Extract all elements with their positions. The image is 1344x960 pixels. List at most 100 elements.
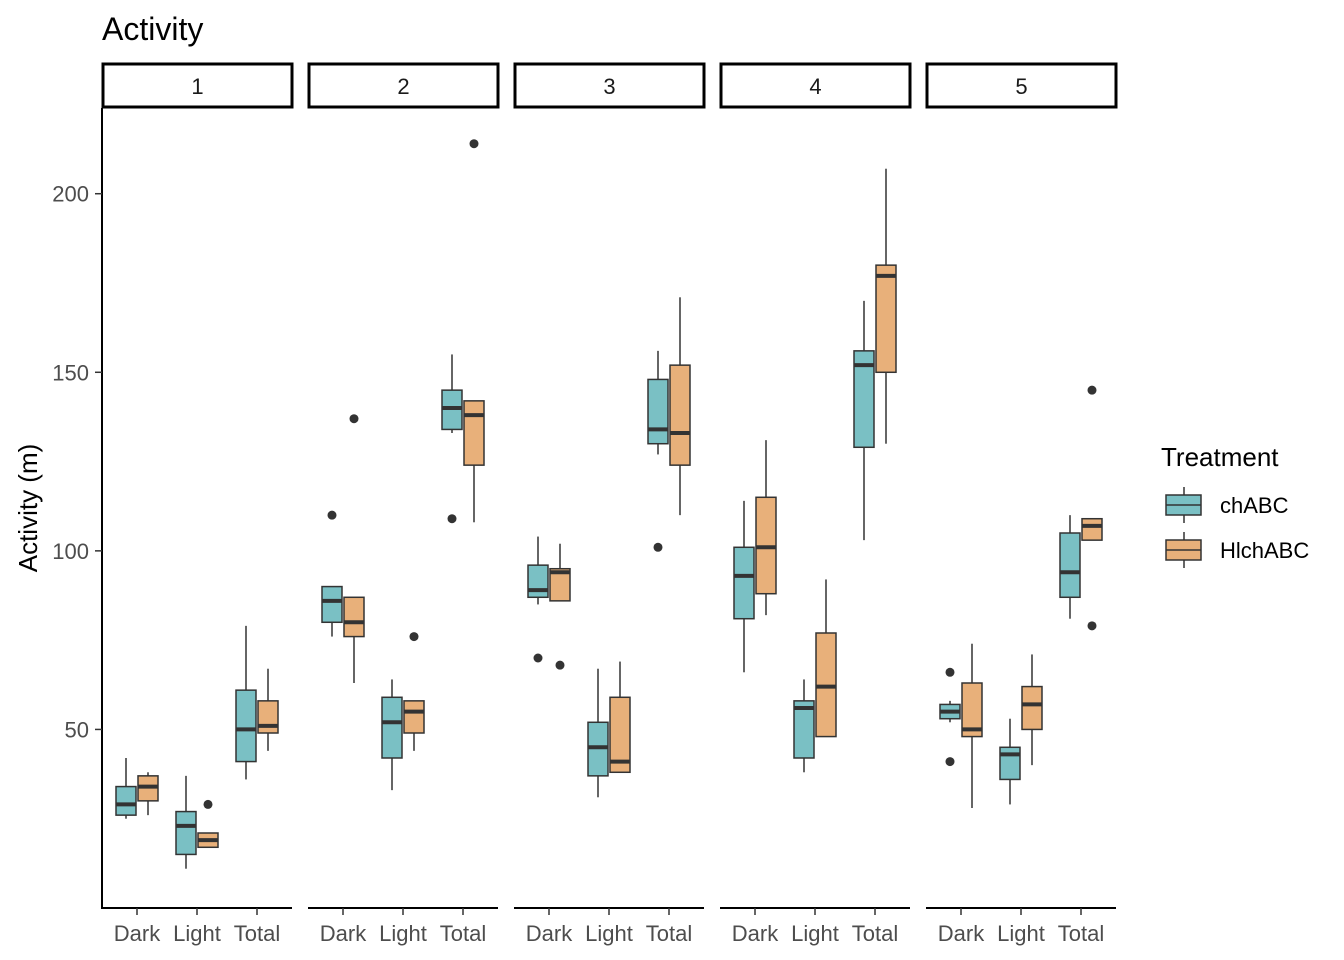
boxplot-HlchABC	[403, 632, 425, 751]
facet-panels: 1 Dark Light Total 2 Dark Light Total 3 Dark Light…	[101, 62, 1118, 946]
outlier-point	[447, 514, 457, 524]
y-tick-label: 150	[52, 360, 89, 385]
box	[793, 700, 815, 759]
boxplot-HlchABC	[609, 661, 631, 774]
boxplot-HlchABC	[755, 440, 777, 616]
y-tick-label: 100	[52, 539, 89, 564]
boxplot-HlchABC	[197, 799, 219, 849]
boxplot-chABC	[381, 679, 403, 791]
boxplot-HlchABC	[343, 414, 365, 683]
boxplot-chABC	[999, 718, 1021, 805]
boxplot-chABC	[939, 667, 961, 767]
facet-panel-2: 2 Dark Light Total	[307, 62, 500, 946]
boxplot-HlchABC	[875, 168, 897, 444]
box	[235, 689, 257, 763]
x-tick-label: Total	[234, 921, 280, 946]
facet-panel-4: 4 Dark Light Total	[719, 62, 912, 946]
facet-panel-3: 3 Dark Light Total	[513, 62, 706, 946]
legend-title: Treatment	[1161, 442, 1279, 472]
outlier-point	[945, 667, 955, 677]
legend-entry-HlchABC: HlchABC	[1165, 532, 1309, 568]
boxplot-HlchABC	[669, 297, 691, 516]
boxplot-chABC	[441, 354, 463, 524]
outlier-point	[555, 660, 565, 670]
boxplot-chABC	[1059, 515, 1081, 619]
box	[175, 810, 197, 856]
outlier-point	[945, 757, 955, 767]
outlier-point	[1087, 385, 1097, 395]
facet-strip-label: 5	[1015, 74, 1027, 99]
box	[669, 364, 691, 466]
facet-strip	[513, 62, 706, 109]
boxplot-HlchABC	[137, 772, 159, 816]
boxplot-HlchABC	[815, 579, 837, 738]
box	[1081, 517, 1103, 541]
x-tick-label: Dark	[732, 921, 779, 946]
legend-label: chABC	[1220, 493, 1289, 518]
box	[321, 585, 343, 624]
box	[549, 567, 571, 602]
box	[381, 696, 403, 759]
y-tick-label: 200	[52, 182, 89, 207]
box	[403, 700, 425, 734]
facet-strip-label: 2	[397, 74, 409, 99]
box	[853, 350, 875, 449]
boxplot-chABC	[235, 625, 257, 780]
boxplot-chABC	[115, 758, 137, 819]
x-tick-label: Light	[791, 921, 839, 946]
outlier-point	[533, 653, 543, 663]
facet-strip	[101, 62, 294, 109]
facet-strip	[719, 62, 912, 109]
boxplot-HlchABC	[1081, 385, 1103, 631]
outlier-point	[409, 632, 419, 642]
legend: Treatment chABC HlchABC	[1161, 442, 1309, 568]
facet-strip	[925, 62, 1118, 109]
box	[733, 546, 755, 620]
chart-title: Activity	[102, 11, 203, 47]
facet-strip-label: 3	[603, 74, 615, 99]
x-tick-label: Light	[173, 921, 221, 946]
box	[1059, 532, 1081, 599]
boxplot-chABC	[647, 350, 669, 552]
facet-strip-label: 4	[809, 74, 821, 99]
x-tick-label: Total	[440, 921, 486, 946]
boxplot-HlchABC	[961, 643, 983, 808]
boxplot-HlchABC	[549, 543, 571, 670]
boxplot-chABC	[733, 500, 755, 673]
x-tick-label: Light	[585, 921, 633, 946]
x-tick-label: Dark	[114, 921, 161, 946]
x-tick-label: Total	[852, 921, 898, 946]
x-tick-label: Dark	[526, 921, 573, 946]
outlier-point	[203, 799, 213, 809]
y-tick-label: 50	[65, 717, 89, 742]
boxplot-chABC	[321, 510, 343, 637]
outlier-point	[349, 414, 359, 424]
box	[115, 785, 137, 816]
facet-panel-5: 5 Dark Light Total	[925, 62, 1118, 946]
box	[463, 400, 485, 466]
facet-strip-label: 1	[191, 74, 203, 99]
boxplot-chABC	[527, 536, 549, 663]
boxplot-chABC	[587, 668, 609, 798]
x-tick-label: Dark	[320, 921, 367, 946]
facet-strip	[307, 62, 500, 109]
outlier-point	[1087, 621, 1097, 631]
box	[999, 746, 1021, 781]
y-axis-title: Activity (m)	[13, 444, 43, 573]
box	[1021, 685, 1043, 731]
x-tick-label: Light	[997, 921, 1045, 946]
boxplot-chABC	[793, 679, 815, 773]
box	[875, 264, 897, 374]
outlier-point	[327, 510, 337, 520]
x-tick-label: Dark	[938, 921, 985, 946]
x-tick-label: Total	[1058, 921, 1104, 946]
box	[527, 564, 549, 599]
x-tick-label: Light	[379, 921, 427, 946]
facet-panel-1: 1 Dark Light Total	[101, 62, 294, 946]
boxplot-HlchABC	[257, 668, 279, 751]
boxplot-HlchABC	[1021, 654, 1043, 766]
outlier-point	[469, 139, 479, 149]
box	[961, 682, 983, 738]
boxplot-chABC	[175, 775, 197, 869]
